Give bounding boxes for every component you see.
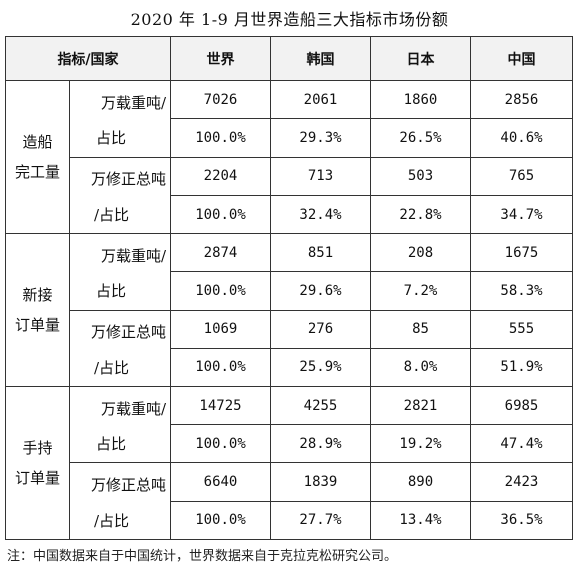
unit-label: 万载重吨/ (69, 385, 171, 425)
value-cell: 2061 (270, 80, 371, 120)
value-cell: 2423 (470, 462, 573, 502)
value-cell: 100.0% (170, 194, 271, 235)
value-cell: 1675 (470, 233, 573, 273)
value-cell: 58.3% (470, 271, 573, 311)
value-cell: 276 (270, 309, 371, 349)
header-china: 中国 (470, 35, 573, 82)
value-cell: 6640 (170, 462, 271, 502)
table-row: 万修正总吨 1069 276 85 555 (6, 309, 573, 349)
unit-label: /占比 (69, 348, 171, 388)
value-cell: 100.0% (170, 347, 271, 388)
unit-label: /占比 (69, 501, 171, 541)
table-row: 手持 订单量 万载重吨/ 14725 4255 2821 6985 (5, 385, 573, 540)
value-cell: 2874 (170, 233, 271, 273)
value-cell: 851 (270, 233, 371, 273)
group-label-line2: 订单量 (14, 316, 60, 335)
value-cell: 890 (370, 462, 471, 502)
value-cell: 765 (470, 156, 573, 196)
unit-label: 占比 (69, 271, 171, 311)
table-row: 占比 100.0% 29.3% 26.5% 40.6% (6, 118, 573, 158)
table-row: 万修正总吨 6640 1839 890 2423 (6, 462, 573, 502)
unit-label: 万载重吨/ (69, 233, 171, 272)
value-cell: 85 (370, 309, 471, 349)
header-world: 世界 (170, 35, 271, 82)
header-japan: 日本 (370, 35, 471, 82)
value-cell: 28.9% (270, 424, 371, 464)
value-cell: 503 (370, 156, 471, 196)
value-cell: 2856 (470, 80, 573, 120)
value-cell: 36.5% (470, 500, 573, 541)
value-cell: 2204 (170, 156, 271, 196)
table-row: /占比 100.0% 32.4% 22.8% 34.7% (6, 194, 573, 235)
table-row: 造船 完工量 万载重吨/ 7026 2061 1860 2856 (5, 80, 573, 235)
value-cell: 47.4% (470, 424, 573, 464)
market-share-table: 指标/国家 世界 韩国 日本 中国 造船 完工量 万载重吨/ 7026 2061… (5, 35, 573, 541)
value-cell: 555 (470, 309, 573, 349)
value-cell: 208 (370, 233, 471, 273)
unit-label: 万修正总吨 (69, 309, 171, 349)
value-cell: 1069 (170, 309, 271, 349)
table-row: /占比 100.0% 25.9% 8.0% 51.9% (6, 347, 573, 388)
value-cell: 4255 (270, 385, 371, 426)
value-cell: 26.5% (370, 118, 471, 158)
value-cell: 100.0% (170, 500, 271, 541)
table-row: 万修正总吨 2204 713 503 765 (6, 156, 573, 196)
value-cell: 34.7% (470, 194, 573, 235)
value-cell: 1839 (270, 462, 371, 502)
value-cell: 22.8% (370, 194, 471, 235)
unit-label: 万载重吨/ (69, 80, 171, 119)
value-cell: 14725 (170, 385, 271, 426)
page-title: 2020 年 1-9 月世界造船三大指标市场份额 (130, 10, 449, 29)
value-cell: 51.9% (470, 347, 573, 388)
group-label-completions: 造船 完工量 (5, 80, 70, 235)
value-cell: 32.4% (270, 194, 371, 235)
value-cell: 100.0% (170, 118, 271, 158)
footnote: 注：中国数据来自于中国统计，世界数据来自于克拉克松研究公司。 (7, 549, 398, 564)
table-row: 新接 订单量 万载重吨/ 2874 851 208 1675 (5, 233, 573, 387)
value-cell: 1860 (370, 80, 471, 120)
value-cell: 6985 (470, 385, 573, 426)
unit-label: 万修正总吨 (69, 462, 171, 502)
group-label-new-orders: 新接 订单量 (5, 233, 70, 387)
header-row: 指标/国家 世界 韩国 日本 中国 (5, 35, 573, 82)
table-row: /占比 100.0% 27.7% 13.4% 36.5% (6, 500, 573, 541)
value-cell: 40.6% (470, 118, 573, 158)
value-cell: 19.2% (370, 424, 471, 464)
group-label-orderbook: 手持 订单量 (5, 386, 70, 540)
value-cell: 8.0% (370, 347, 471, 388)
value-cell: 25.9% (270, 347, 371, 388)
unit-label: /占比 (69, 195, 171, 235)
table-row: 占比 100.0% 28.9% 19.2% 47.4% (6, 424, 573, 464)
value-cell: 29.3% (270, 118, 371, 158)
value-cell: 100.0% (170, 271, 271, 311)
unit-label: 万修正总吨 (69, 156, 171, 196)
header-indicator-country: 指标/国家 (5, 35, 171, 82)
value-cell: 27.7% (270, 500, 371, 541)
value-cell: 13.4% (370, 500, 471, 541)
group-label-line1: 手持 (22, 439, 53, 457)
table-row: 占比 100.0% 29.6% 7.2% 58.3% (6, 271, 573, 311)
group-label-line2: 订单量 (14, 469, 60, 487)
value-cell: 7026 (170, 80, 271, 120)
group-label-line1: 新接 (22, 286, 53, 305)
value-cell: 29.6% (270, 271, 371, 311)
group-label-line2: 完工量 (14, 163, 60, 182)
value-cell: 2821 (370, 385, 471, 426)
group-label-line1: 造船 (22, 133, 53, 152)
value-cell: 100.0% (170, 424, 271, 464)
value-cell: 713 (270, 156, 371, 196)
unit-label: 占比 (69, 118, 171, 158)
value-cell: 7.2% (370, 271, 471, 311)
unit-label: 占比 (69, 424, 171, 464)
header-korea: 韩国 (270, 35, 371, 82)
